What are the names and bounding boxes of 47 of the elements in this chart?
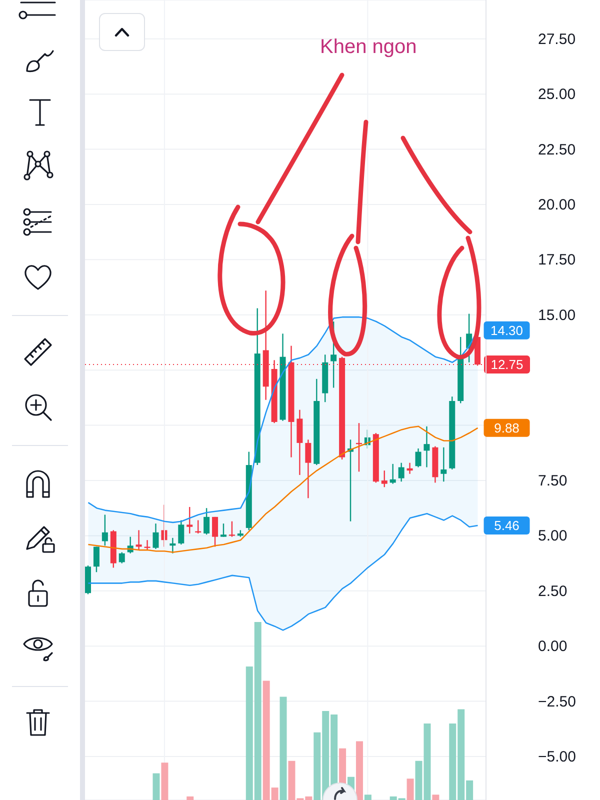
candlestick [170, 537, 176, 554]
candlestick [186, 506, 193, 534]
candlestick [212, 516, 218, 548]
y-tick-label: 25.00 [538, 86, 576, 104]
candlestick [136, 530, 142, 551]
y-tick-label: 0.00 [538, 638, 568, 656]
bar [186, 796, 194, 800]
candlestick [424, 426, 430, 468]
y-tick-label: −5.00 [538, 748, 576, 766]
candlestick [398, 462, 404, 482]
y-tick-label: 20.00 [538, 196, 576, 214]
y-tick-label: −2.50 [538, 693, 576, 710]
bar [161, 762, 168, 800]
data-label: 14.30 [490, 322, 524, 338]
bar [364, 794, 372, 800]
y-tick-label: 17.50 [538, 252, 576, 269]
candlestick [390, 463, 396, 484]
y-tick-label: 15.00 [538, 306, 576, 324]
candlestick [178, 520, 184, 546]
candlestick [415, 448, 422, 468]
bar [406, 778, 414, 800]
candlestick [102, 514, 108, 546]
candlestick [152, 522, 159, 550]
data-label: 5.46 [494, 518, 520, 534]
candlestick [93, 546, 100, 573]
line-series [88, 512, 478, 631]
annotation: Khen ngon [320, 35, 417, 59]
candlestick [381, 470, 388, 488]
bar [152, 773, 160, 800]
candlestick [118, 552, 125, 564]
candlestick [406, 462, 413, 474]
candlestick [228, 520, 235, 538]
ref-line-label: 12.75 [490, 357, 524, 372]
y-tick-label: 5.00 [538, 528, 568, 545]
candlestick [220, 522, 226, 538]
y-tick-label: 7.50 [538, 472, 568, 490]
y-tick-label: 22.50 [538, 141, 576, 158]
candlestick [440, 446, 447, 482]
bar [280, 696, 287, 800]
candlestick [204, 507, 210, 536]
y-tick-label: 2.50 [538, 582, 568, 600]
y-tick-label: 27.50 [538, 30, 576, 48]
bar [432, 794, 440, 800]
bar [356, 741, 363, 800]
candlestick [144, 540, 150, 551]
data-label: 9.88 [494, 420, 520, 436]
candlestick [305, 439, 312, 499]
